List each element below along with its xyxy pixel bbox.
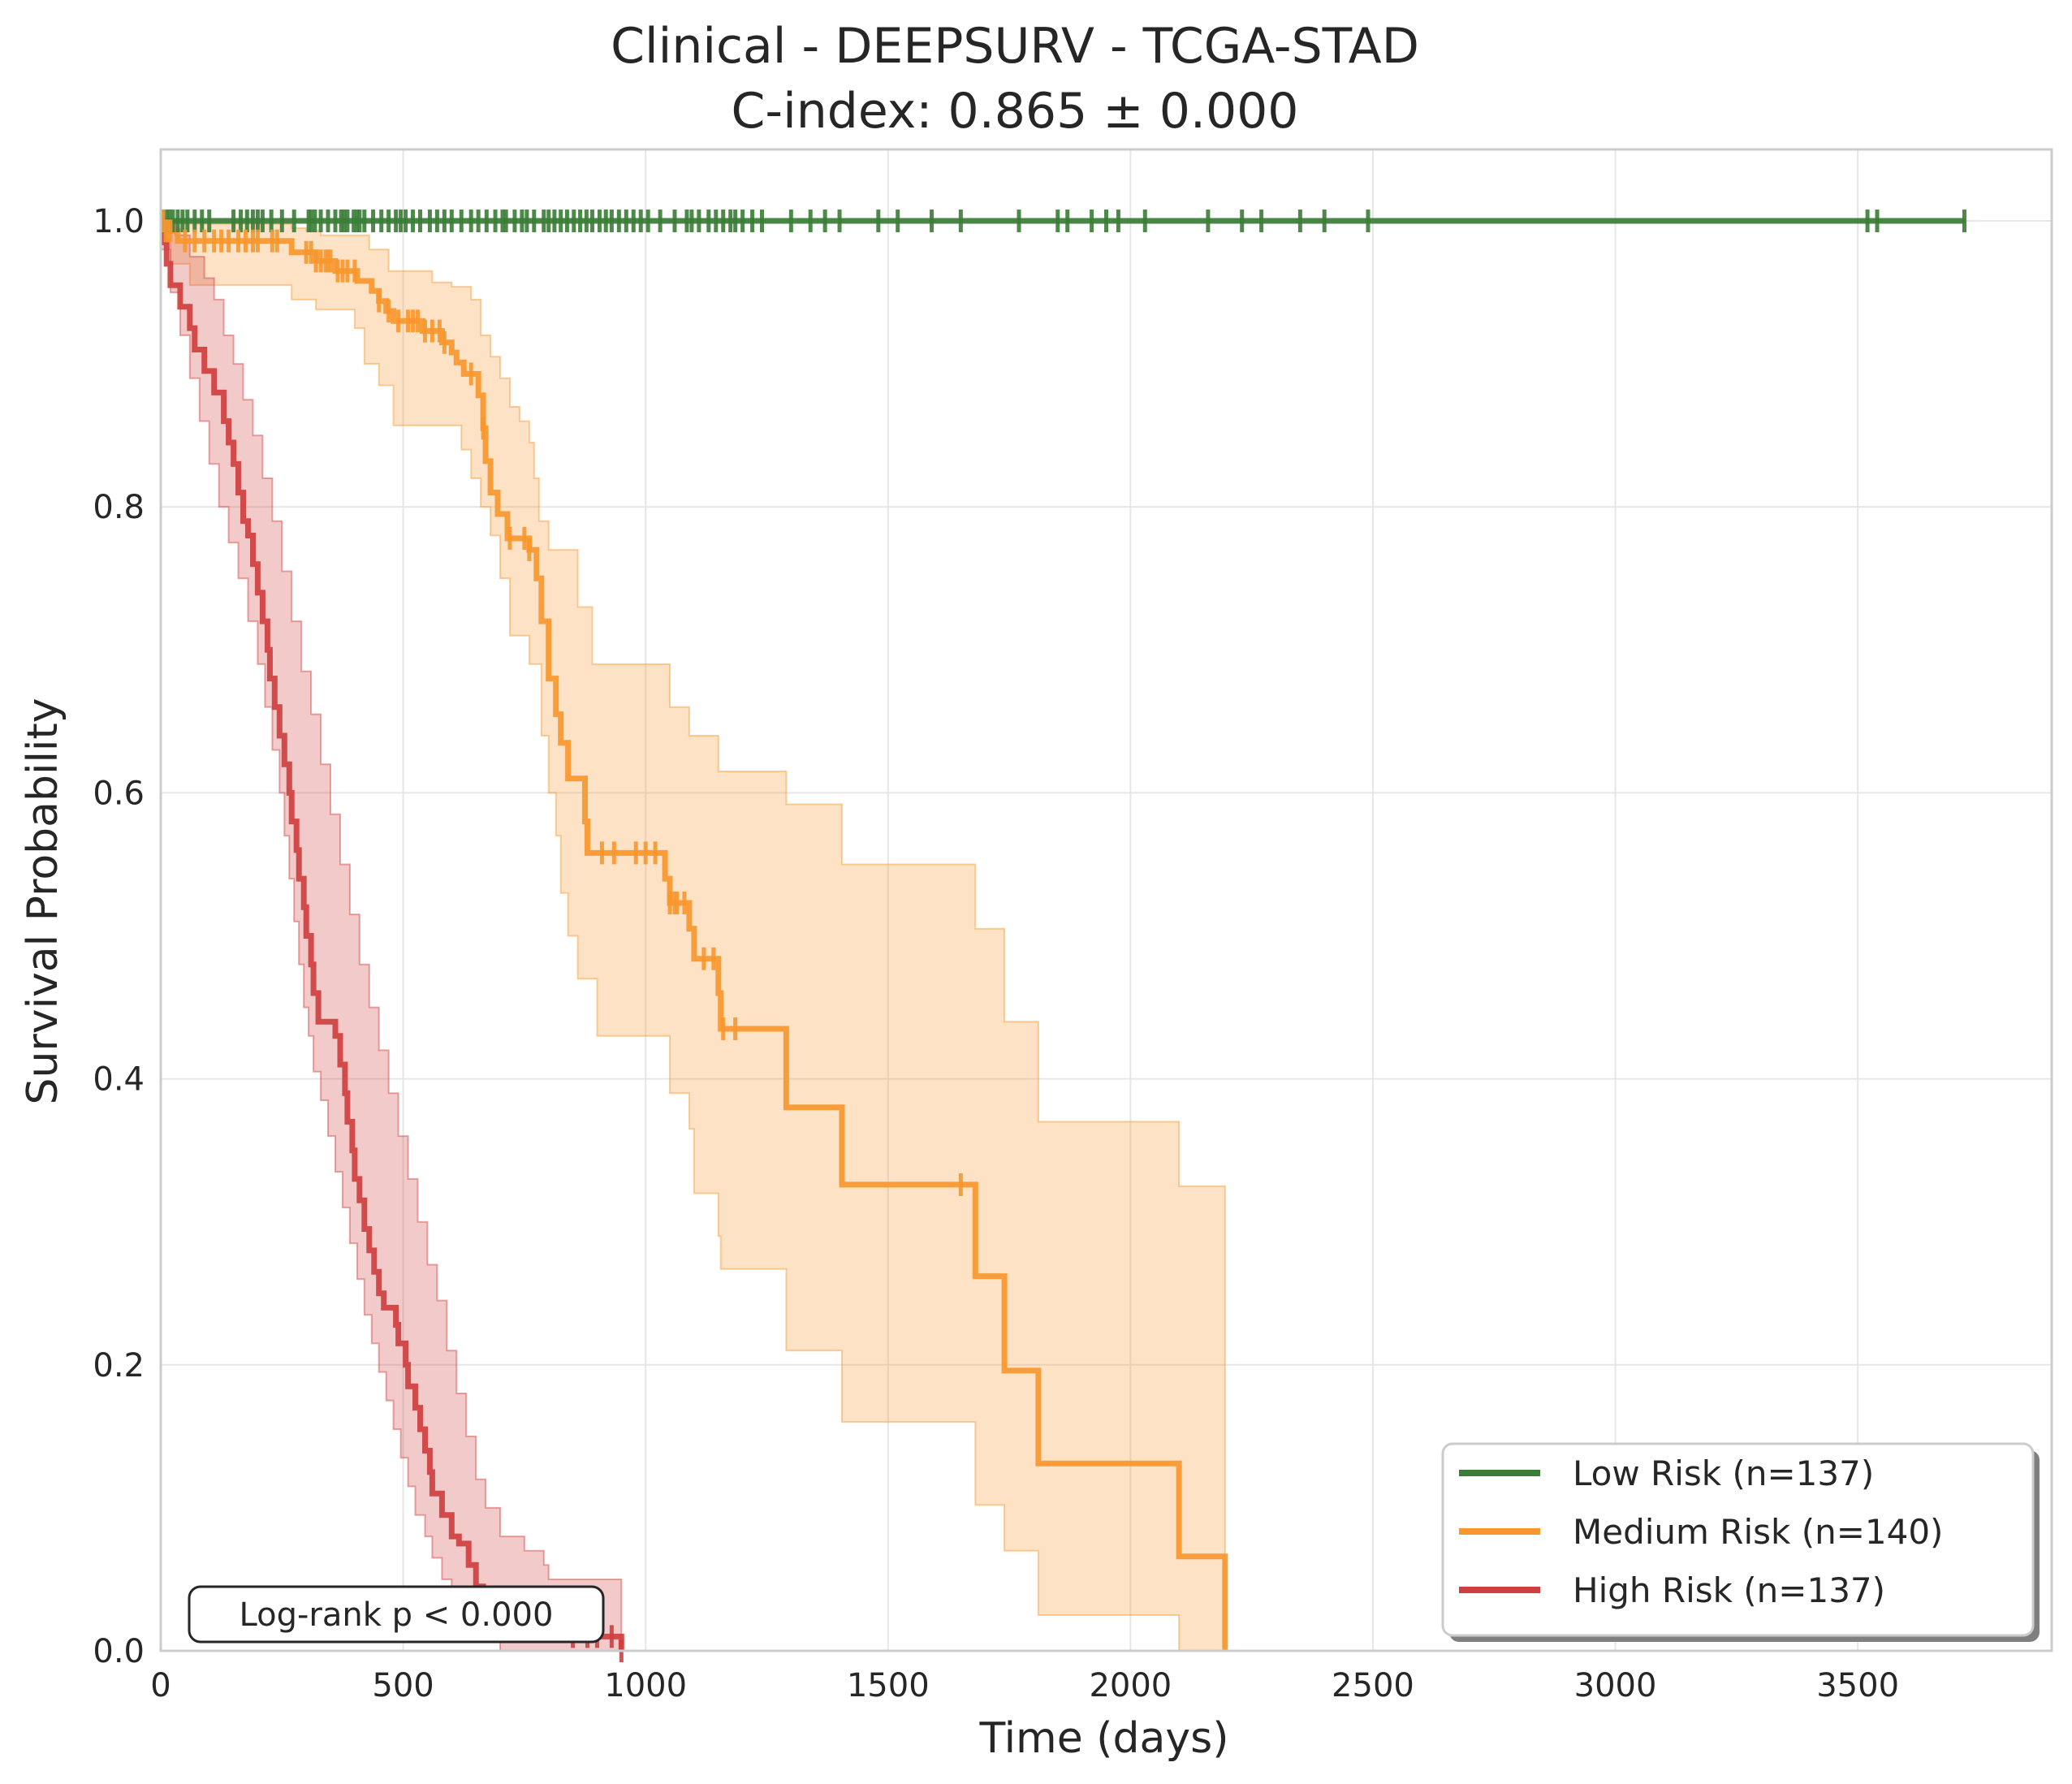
axis-ticks: 0 500 1000 1500 2000 2500 3000 3500 0.0 0.2 0.4 0.6…: [93, 203, 1899, 1704]
y-tick-label: 0.8: [93, 489, 145, 526]
y-tick-label: 1.0: [93, 203, 145, 240]
plot-frame: [159, 148, 2053, 1652]
logrank-box: [188, 1585, 605, 1644]
chart-title: Clinical - DEEPSURV - TCGA-STAD: [611, 18, 1419, 75]
x-tick-label: 500: [372, 1667, 434, 1704]
x-axis-label: Time (days): [978, 1714, 1228, 1763]
legend-box: [1441, 1442, 2035, 1637]
y-tick-label: 0.0: [93, 1633, 145, 1670]
low-risk-legend-label: Low Risk (n=137): [1573, 1454, 1874, 1493]
y-tick-label: 0.2: [93, 1347, 145, 1384]
medium-risk-curve: [161, 218, 1228, 1651]
x-tick-label: 3000: [1574, 1667, 1657, 1704]
medium-risk-legend-label: Medium Risk (n=140): [1573, 1512, 1943, 1552]
y-tick-label: 0.4: [93, 1061, 145, 1099]
x-tick-label: 3500: [1816, 1667, 1899, 1704]
legend-items: Low Risk (n=137) Medium Risk (n=140) High …: [1459, 1454, 1943, 1610]
x-tick-label: 1000: [604, 1667, 687, 1704]
y-tick-label: 0.6: [93, 775, 145, 812]
y-axis-label: Survival Probability: [19, 698, 67, 1104]
high-risk-curve: [160, 218, 624, 1651]
high-risk-legend-label: High Risk (n=137): [1573, 1570, 1885, 1610]
logrank-annotation: Log-rank p < 0.000: [188, 1585, 605, 1644]
chart-subtitle: C-index: 0.865 ± 0.000: [732, 83, 1299, 140]
logrank-text: Log-rank p < 0.000: [240, 1596, 554, 1634]
censor-marks: [161, 210, 1967, 1662]
x-tick-label: 1500: [847, 1667, 930, 1704]
x-tick-label: 0: [150, 1667, 171, 1704]
legend: Low Risk (n=137) Medium Risk (n=140) High …: [1441, 1442, 2040, 1642]
x-tick-label: 2000: [1089, 1667, 1172, 1704]
x-tick-label: 2500: [1332, 1667, 1414, 1704]
